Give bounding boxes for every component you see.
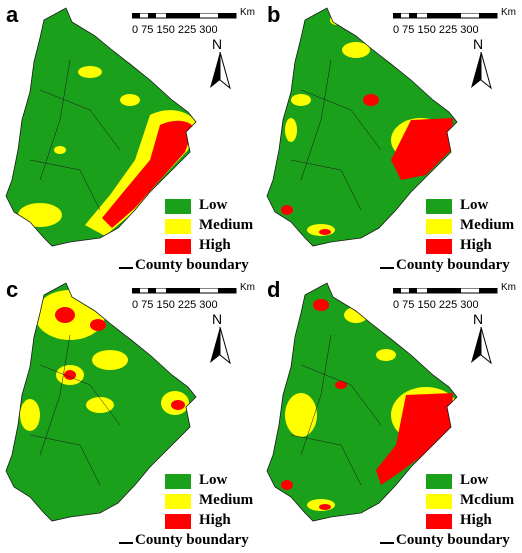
north-arrow: N (208, 36, 232, 90)
map-b (266, 7, 458, 247)
county-boundary (5, 7, 197, 247)
map-c (5, 282, 197, 522)
panel-c: c Km 0 75 150 225 300 N Low Medium High … (0, 275, 261, 550)
scale-bar: Km 0 75 150 225 300 (393, 282, 516, 311)
scale-bar: Km 0 75 150 225 300 (393, 7, 516, 36)
scale-bar: Km 0 75 150 225 300 (132, 282, 255, 311)
medium-zone (120, 94, 140, 106)
north-arrow: N (208, 311, 232, 365)
legend: Low Medium High County boundary (379, 196, 522, 278)
north-arrow-icon (471, 327, 492, 365)
panel-a: a Km 0 75 150 225 300 N Low Medium High … (0, 0, 261, 275)
scale-bar: Km 0 75 150 225 300 (132, 7, 255, 36)
north-arrow: N (469, 311, 493, 365)
map-d (266, 282, 458, 522)
medium-zone (78, 66, 102, 78)
map-a (5, 7, 197, 247)
medium-zone (18, 203, 62, 227)
panel-label: a (6, 2, 19, 27)
panel-d: d Km 0 75 150 225 300 N Low Mcdium High … (261, 275, 522, 550)
legend: Low Medium High County boundary (118, 196, 263, 278)
county-lines (29, 59, 121, 211)
north-arrow-icon (210, 52, 231, 90)
high-zone (102, 120, 194, 228)
legend: Low Mcdium High County boundary (379, 471, 522, 553)
medium-zone (54, 146, 66, 154)
north-arrow: N (469, 36, 493, 90)
north-arrow-icon (210, 327, 231, 365)
panel-b: b Km 0 75 150 225 300 N Low Medium High … (261, 0, 522, 275)
legend: Low Medium High County boundary (118, 471, 263, 553)
north-arrow-icon (471, 52, 492, 90)
